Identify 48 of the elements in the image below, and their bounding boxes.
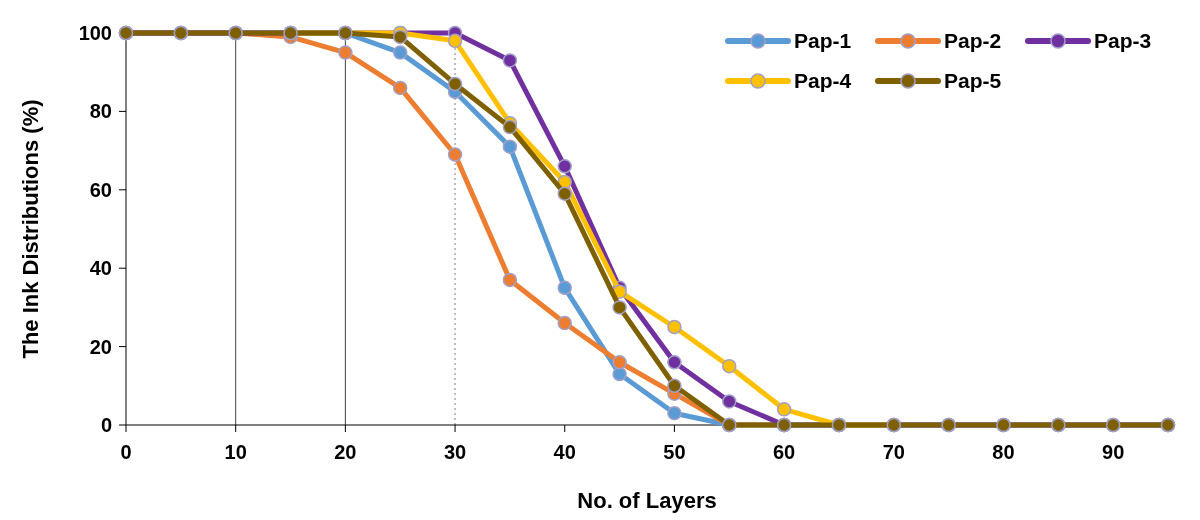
legend-label: Pap-1 [794,29,852,53]
point [722,358,737,374]
y-tick-label: 100 [78,22,112,44]
x-tick-label: 80 [992,441,1015,463]
point [612,366,627,382]
point [502,272,518,288]
x-tick-label: 30 [443,441,467,463]
x-tick-label: 20 [334,441,357,463]
y-tick-label: 0 [100,414,112,436]
point [502,53,518,68]
x-tick-label: 60 [772,441,796,463]
point [557,315,572,331]
legend-label: Pap-3 [1094,29,1152,53]
point [612,300,627,315]
point [557,186,572,201]
point [447,33,463,49]
x-tick-label: 0 [120,441,132,463]
point [612,355,627,370]
x-tick-label: 70 [882,441,905,463]
point [502,139,518,154]
point [557,159,572,174]
x-tick-label: 10 [224,441,247,463]
y-tick-label: 20 [89,335,112,358]
point [392,45,408,60]
x-tick-label: 50 [663,441,686,463]
x-tick-label: 40 [553,441,576,463]
point [722,394,737,409]
legend-label: Pap-2 [944,29,1002,53]
point [776,402,792,417]
point [392,80,408,96]
point [667,378,682,394]
x-axis-title: No. of Layers [577,488,717,513]
y-tick-label: 40 [89,257,112,280]
point [447,76,463,92]
point [502,119,518,135]
y-tick-label: 60 [89,178,112,201]
point [557,280,572,296]
point [447,147,463,162]
point [667,405,682,421]
legend-label: Pap-5 [944,69,1002,93]
point [338,45,353,60]
point [392,29,408,45]
y-tick-label: 80 [89,100,112,123]
y-axis-title: The Ink Distributions (%) [18,99,43,359]
x-tick-label: 90 [1102,441,1125,463]
point [667,355,682,370]
point [667,319,682,335]
legend-label: Pap-4 [794,69,852,93]
